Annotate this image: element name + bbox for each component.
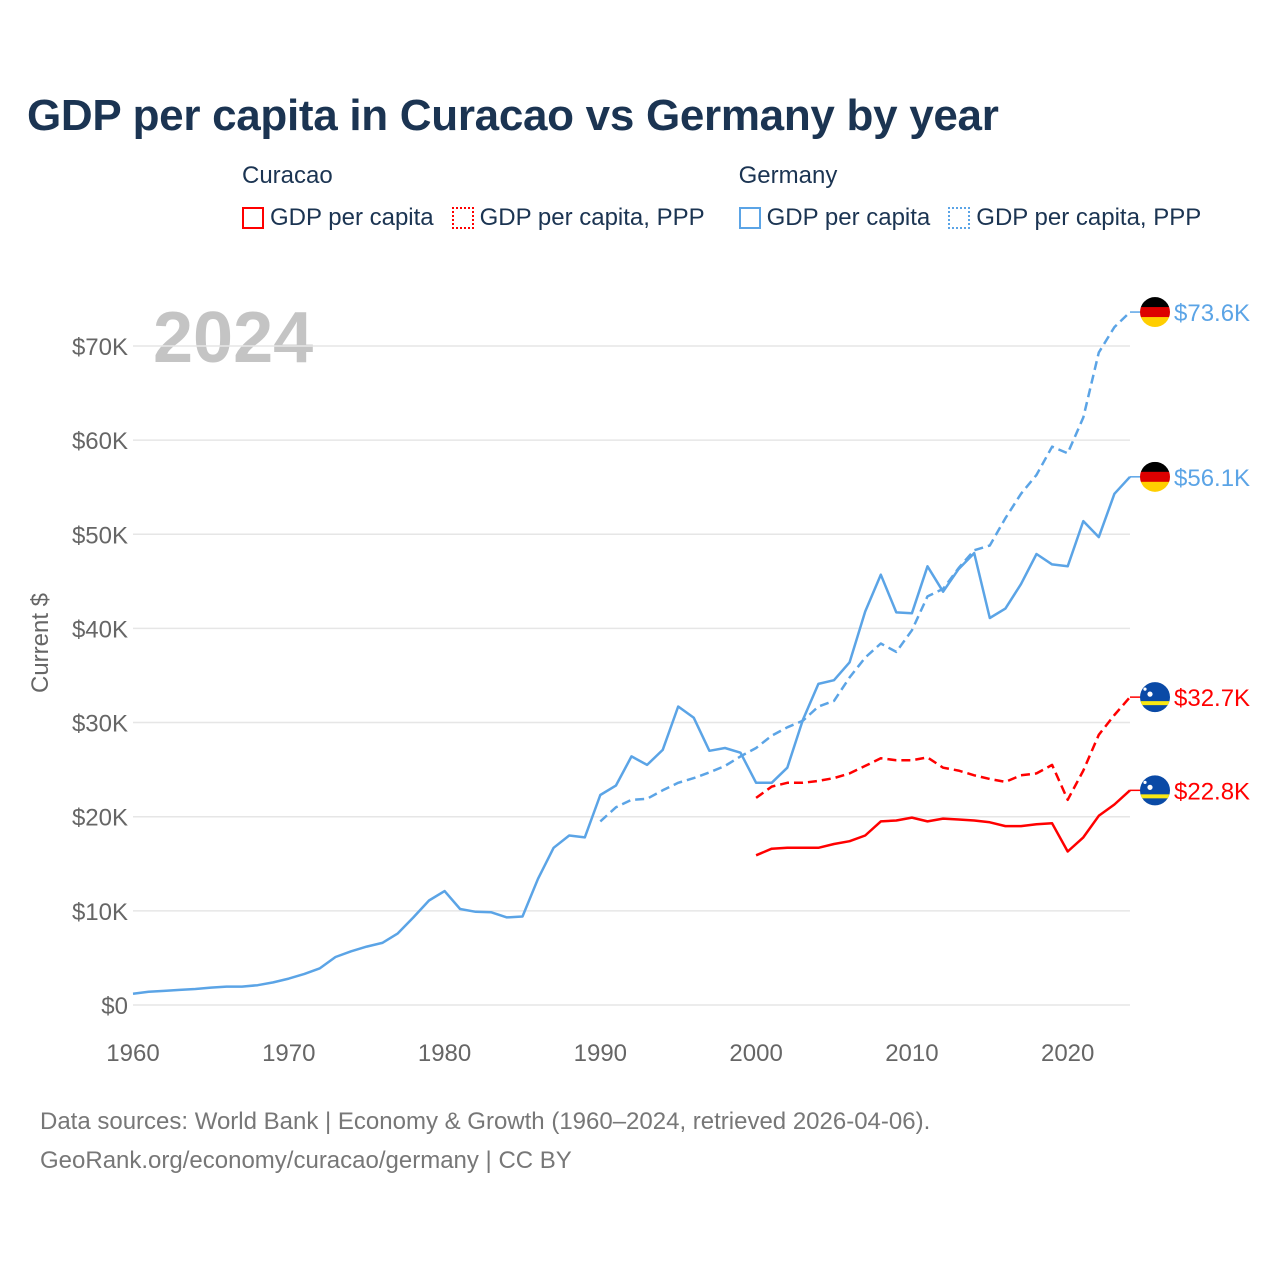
- y-tick-label: $40K: [72, 616, 128, 643]
- legend-label: GDP per capita, PPP: [479, 204, 705, 231]
- y-tick-label: $10K: [72, 899, 128, 926]
- curacao-flag-icon: [1140, 682, 1170, 713]
- curacao-flag-icon: [1140, 775, 1170, 806]
- legend-curacao-ppp[interactable]: GDP per capita, PPP: [451, 204, 705, 232]
- y-tick-label: $70K: [72, 334, 128, 361]
- legend-germany-gdp[interactable]: GDP per capita: [738, 204, 931, 232]
- legend-column-curacao: Curacao GDP per capita GDP per capita, P…: [242, 162, 705, 232]
- germany-flag-icon: [1140, 461, 1170, 492]
- legend-swatch-dotted-blue: [948, 207, 971, 229]
- series-line-3: [755, 696, 1131, 802]
- chart-title: GDP per capita in Curacao vs Germany by …: [27, 91, 999, 140]
- legend-curacao-gdp[interactable]: GDP per capita: [242, 204, 434, 232]
- legend-row-curacao: GDP per capita GDP per capita, PPP: [242, 204, 705, 232]
- x-tick-label: 2000: [729, 1040, 782, 1067]
- series-line-1: [599, 311, 1131, 823]
- y-tick-label: $20K: [72, 805, 128, 832]
- legend-swatch-dotted-red: [451, 207, 474, 229]
- x-tick-label: 1990: [574, 1040, 627, 1067]
- footer-link[interactable]: GeoRank.org/economy/curacao/germany | CC…: [40, 1147, 572, 1174]
- legend: Curacao GDP per capita GDP per capita, P…: [242, 162, 1201, 232]
- y-tick-label: $60K: [72, 428, 128, 455]
- end-value-label: $73.6K: [1174, 300, 1250, 327]
- end-value-label: $32.7K: [1174, 685, 1250, 712]
- legend-row-germany: GDP per capita GDP per capita, PPP: [738, 204, 1201, 232]
- series-line-2: [755, 789, 1131, 857]
- legend-germany-ppp[interactable]: GDP per capita, PPP: [948, 204, 1201, 232]
- x-tick-label: 1960: [106, 1040, 159, 1067]
- year-watermark: 2024: [153, 298, 313, 378]
- legend-group-germany: Germany: [738, 162, 838, 189]
- legend-swatch-solid-red: [242, 207, 264, 229]
- x-tick-label: 2020: [1041, 1040, 1094, 1067]
- footer-sources: Data sources: World Bank | Economy & Gro…: [40, 1108, 931, 1135]
- y-tick-label: $30K: [72, 711, 128, 738]
- series-line-0: [132, 475, 1131, 995]
- germany-flag-icon: [1140, 297, 1170, 328]
- legend-swatch-solid-blue: [738, 207, 761, 229]
- y-tick-label: $50K: [72, 522, 128, 549]
- legend-label: GDP per capita: [270, 204, 434, 231]
- x-tick-label: 1980: [418, 1040, 471, 1067]
- x-tick-label: 2010: [885, 1040, 938, 1067]
- legend-column-germany: Germany GDP per capita GDP per capita, P…: [738, 162, 1201, 232]
- end-value-label: $56.1K: [1174, 465, 1250, 492]
- end-value-label: $22.8K: [1174, 778, 1250, 805]
- legend-group-curacao: Curacao: [242, 162, 333, 189]
- y-axis-label: Current $: [27, 593, 54, 693]
- x-tick-label: 1970: [262, 1040, 315, 1067]
- legend-label: GDP per capita, PPP: [976, 204, 1202, 231]
- legend-label: GDP per capita: [766, 204, 931, 231]
- y-tick-label: $0: [101, 993, 128, 1020]
